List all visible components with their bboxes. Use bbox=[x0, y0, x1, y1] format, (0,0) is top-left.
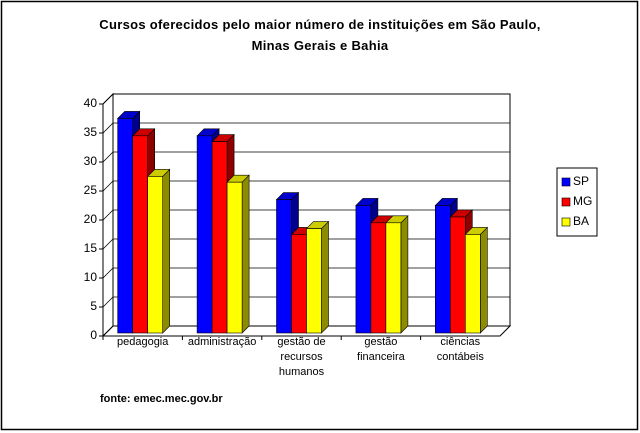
bar bbox=[146, 168, 171, 334]
grid-line bbox=[102, 122, 114, 134]
x-tick-label: gestão financeira bbox=[357, 336, 405, 363]
bar-front bbox=[449, 216, 466, 334]
bar-front bbox=[355, 205, 372, 334]
bar-front bbox=[385, 222, 402, 334]
y-tick-label: 30 bbox=[84, 154, 98, 168]
bar-side bbox=[162, 168, 170, 334]
x-tick-label: gestão de recursos humanos bbox=[277, 336, 326, 378]
grid-line bbox=[102, 296, 114, 308]
y-tick-label: 10 bbox=[84, 270, 98, 284]
legend-swatch bbox=[561, 197, 571, 207]
y-tick-label: 15 bbox=[84, 241, 98, 255]
bar-front bbox=[276, 199, 292, 334]
legend-label: BA bbox=[573, 214, 589, 228]
bar-front bbox=[291, 234, 307, 334]
bar-front bbox=[464, 234, 481, 334]
y-tick-label: 5 bbox=[90, 299, 97, 313]
grid-line bbox=[102, 325, 114, 337]
bar-front bbox=[147, 176, 163, 334]
legend-swatch bbox=[561, 177, 571, 187]
y-tick-label: 40 bbox=[84, 96, 98, 110]
bar-side bbox=[400, 215, 409, 334]
source: fonte: emec.mec.gov.br bbox=[100, 393, 223, 405]
grid-line bbox=[102, 93, 114, 105]
bar bbox=[464, 226, 489, 334]
grid-line bbox=[102, 238, 114, 250]
bar bbox=[226, 174, 250, 334]
legend-swatch bbox=[561, 217, 571, 227]
bar-front bbox=[132, 135, 148, 334]
bar-side bbox=[479, 226, 488, 334]
bar-front bbox=[226, 181, 243, 334]
chart-title: Cursos oferecidos pelo maior número de i… bbox=[99, 17, 541, 53]
grid-line bbox=[102, 267, 114, 279]
x-tick-label: administração bbox=[187, 336, 257, 348]
y-tick-label: 35 bbox=[84, 125, 98, 139]
bar-front bbox=[370, 222, 387, 334]
bar-side bbox=[241, 174, 250, 334]
bar-side bbox=[321, 220, 329, 334]
x-tick-label: pedagogia bbox=[116, 336, 169, 348]
bar bbox=[385, 215, 409, 334]
bar-front bbox=[196, 135, 213, 334]
x-tick-label: ciências contábeis bbox=[436, 336, 484, 363]
bar bbox=[305, 220, 330, 334]
bar-front bbox=[211, 141, 228, 334]
grid-line bbox=[102, 151, 114, 163]
grid-line bbox=[102, 180, 114, 192]
y-tick-label: 25 bbox=[84, 183, 98, 197]
bar-front bbox=[306, 228, 322, 334]
y-tick-label: 20 bbox=[84, 212, 98, 226]
bar-front bbox=[117, 118, 133, 334]
legend-label: MG bbox=[573, 194, 592, 208]
legend-label: SP bbox=[573, 174, 589, 188]
y-tick-label: 0 bbox=[90, 328, 97, 342]
bar-front bbox=[434, 205, 451, 334]
grid-line bbox=[102, 209, 114, 221]
